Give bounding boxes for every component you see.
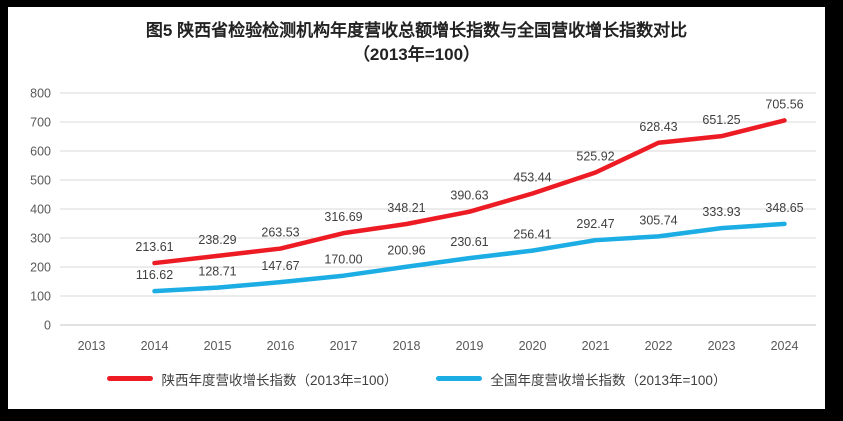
- chart-title-line1: 图5 陕西省检验检测机构年度营收总额增长指数与全国营收增长指数对比: [145, 21, 688, 40]
- x-axis-tick-label: 2018: [393, 339, 421, 353]
- national-data-label: 116.62: [136, 268, 173, 282]
- shaanxi-data-label: 628.43: [639, 119, 677, 133]
- y-axis-tick-label: 100: [30, 289, 51, 303]
- x-axis-tick-label: 2013: [78, 339, 106, 353]
- national-data-label: 230.61: [450, 235, 488, 249]
- shaanxi-data-label: 453.44: [513, 170, 551, 184]
- x-axis-tick-label: 2017: [330, 339, 358, 353]
- x-axis-tick-label: 2021: [582, 339, 610, 353]
- shaanxi-data-label: 651.25: [702, 113, 740, 127]
- y-axis-tick-label: 400: [30, 202, 51, 216]
- x-axis-tick-label: 2024: [771, 339, 799, 353]
- national-data-label: 256.41: [513, 227, 551, 241]
- shaanxi-data-label: 263.53: [261, 225, 299, 239]
- national-data-label: 170.00: [324, 252, 362, 266]
- legend-label-national: 全国年度营收增长指数（2013年=100）: [490, 372, 727, 388]
- x-axis-tick-label: 2016: [267, 339, 295, 353]
- national-data-label: 305.74: [639, 213, 677, 227]
- shaanxi-data-label: 525.92: [576, 149, 614, 163]
- shaanxi-data-label: 348.21: [387, 201, 425, 215]
- national-data-label: 292.47: [576, 217, 614, 231]
- shaanxi-line-swatch: [106, 376, 153, 382]
- legend-item-national: 全国年度营收增长指数（2013年=100）: [435, 369, 727, 389]
- x-axis-tick-label: 2015: [204, 339, 232, 353]
- national-data-label: 200.96: [387, 243, 425, 257]
- y-axis-tick-label: 200: [30, 260, 51, 274]
- chart-canvas: 图5 陕西省检验检测机构年度营收总额增长指数与全国营收增长指数对比 （2013年…: [8, 7, 825, 409]
- chart-title-line2: （2013年=100）: [352, 44, 481, 64]
- y-axis-tick-label: 600: [30, 144, 51, 158]
- x-axis-tick-label: 2014: [141, 339, 169, 353]
- shaanxi-data-label: 238.29: [198, 232, 236, 246]
- national-data-label: 348.65: [765, 200, 803, 214]
- national-line-swatch: [435, 376, 482, 382]
- national-data-label: 333.93: [702, 205, 740, 219]
- y-axis-tick-label: 700: [30, 115, 51, 129]
- chart-legend: 陕西年度营收增长指数（2013年=100） 全国年度营收增长指数（2013年=1…: [8, 369, 825, 389]
- y-axis-tick-label: 500: [30, 173, 51, 187]
- line-chart: 0 100 200 300 400 500 600 700 800 2013 2014 2015 201…: [30, 86, 816, 353]
- x-axis-tick-label: 2019: [456, 339, 484, 353]
- x-axis-tick-label: 2020: [519, 339, 547, 353]
- y-axis-tick-label: 0: [44, 318, 51, 332]
- shaanxi-data-label: 390.63: [450, 188, 488, 202]
- chart-title: 图5 陕西省检验检测机构年度营收总额增长指数与全国营收增长指数对比 （2013年…: [8, 19, 825, 67]
- legend-item-shaanxi: 陕西年度营收增长指数（2013年=100）: [106, 369, 398, 389]
- x-axis-tick-label: 2022: [645, 339, 673, 353]
- shaanxi-data-label: 316.69: [324, 210, 362, 224]
- x-axis-tick-label: 2023: [708, 339, 736, 353]
- shaanxi-series-line: [152, 117, 787, 265]
- shaanxi-data-label: 213.61: [135, 240, 173, 254]
- y-axis-tick-label: 300: [30, 231, 51, 245]
- national-data-label: 147.67: [261, 259, 299, 273]
- plot-area-wrap: 0 100 200 300 400 500 600 700 800 2013 2014 2015 201…: [8, 73, 825, 367]
- y-axis-tick-label: 800: [30, 86, 51, 100]
- national-series-line: [152, 221, 787, 294]
- shaanxi-data-label: 705.56: [765, 97, 803, 111]
- legend-label-shaanxi: 陕西年度营收增长指数（2013年=100）: [161, 372, 398, 388]
- national-data-label: 128.71: [198, 264, 236, 278]
